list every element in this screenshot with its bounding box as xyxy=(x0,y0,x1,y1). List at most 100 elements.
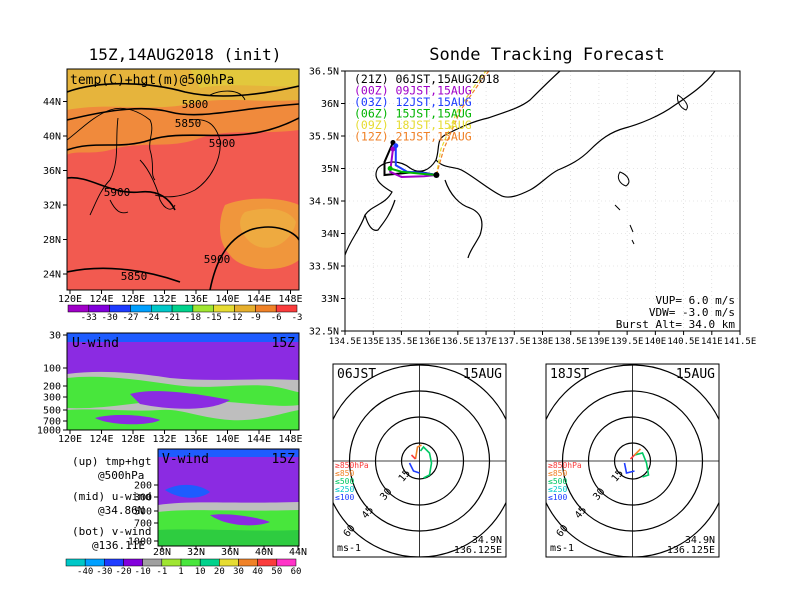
track-line xyxy=(435,71,487,176)
tick-label: 140E xyxy=(645,337,667,347)
colorbar-label: -21 xyxy=(164,313,180,323)
tick-label: 138.5E xyxy=(554,337,587,347)
tick-label: 40N xyxy=(255,547,273,558)
colorbar-cell xyxy=(142,558,163,567)
tick-label: 124E xyxy=(89,434,113,445)
annotation-vdw: VDW= -3.0 m/s xyxy=(649,306,735,319)
tick-label: 148E xyxy=(278,294,302,305)
tick-label: 132E xyxy=(152,434,176,445)
colorbar-label: -33 xyxy=(81,313,97,323)
colorbar-label: -18 xyxy=(185,313,201,323)
hodograph-date: 15AUG xyxy=(676,367,715,382)
tick-label: 28N xyxy=(153,547,171,558)
colorbar-label: -20 xyxy=(115,567,131,577)
note-line: (bot) v-wind xyxy=(72,525,151,538)
colorbar-label: 20 xyxy=(214,567,225,577)
tick-label: 500 xyxy=(43,406,61,417)
colorbar-cell xyxy=(161,558,182,567)
legend-entry: (00Z) 09JST,15AUG xyxy=(354,84,472,98)
hodograph-legend: ≤500 xyxy=(548,477,567,486)
temp-warm-core xyxy=(240,208,296,248)
colorbar-label: -3 xyxy=(292,313,303,323)
hodograph-legend: ≤250 xyxy=(335,485,354,494)
tick-label: 33.5N xyxy=(309,262,339,273)
colorbar-cell xyxy=(123,558,143,567)
tick-label: 120E xyxy=(58,294,82,305)
track-endpoint xyxy=(390,140,396,145)
tick-label: 700 xyxy=(134,519,152,530)
legend-entry: (21Z) 06JST,15AUG2018 xyxy=(354,72,499,86)
legend-entry: (06Z) 15JST,15AUG xyxy=(354,107,472,121)
note-line: (mid) u-wind xyxy=(72,490,151,503)
u-wind-x-ticks: 120E 124E 128E 132E 136E 140E 144E 148E xyxy=(58,430,303,445)
u-wind-purple-core xyxy=(130,391,230,409)
tick-label: 136E xyxy=(184,434,208,445)
colorbar-cell xyxy=(84,558,105,567)
temp-map-panel: 15Z,14AUG2018 (init) temp(C)+hgt(m)@500h… xyxy=(43,45,303,323)
colorbar-label: -12 xyxy=(226,313,242,323)
v-wind-title: V-wind xyxy=(162,452,209,467)
colorbar-label: -6 xyxy=(271,313,282,323)
tick-label: 33N xyxy=(321,294,339,305)
temp-map-subtitle: temp(C)+hgt(m)@500hPa xyxy=(70,73,234,88)
colorbar-cell xyxy=(104,558,124,567)
tick-label: 120E xyxy=(58,434,82,445)
v-wind-time: 15Z xyxy=(272,452,296,467)
tick-label: 44N xyxy=(43,97,61,108)
v-wind-blue-band xyxy=(158,449,299,457)
colorbar-cell xyxy=(255,304,277,313)
tick-label: 144E xyxy=(247,294,271,305)
colorbar-cell xyxy=(130,304,152,313)
colorbar-label: -1 xyxy=(156,567,167,577)
tick-label: 35.5N xyxy=(309,132,339,143)
track-endpoint xyxy=(390,146,396,152)
hodograph-date: 15AUG xyxy=(463,367,502,382)
tick-label: 136E xyxy=(184,294,208,305)
hodograph-legend: ≤100 xyxy=(548,493,567,502)
tick-label: 135E xyxy=(362,337,384,347)
tick-label: 140.5E xyxy=(667,337,700,347)
tick-label: 144E xyxy=(247,434,271,445)
v-wind-blue-core xyxy=(165,484,210,498)
tick-label: 100 xyxy=(43,364,61,375)
tick-label: 24N xyxy=(43,270,61,281)
note-line: @500hPa xyxy=(98,469,144,482)
track-x-ticks: 134.5E 135E 135.5E 136E 136.5E 137E 137.5E 138E… xyxy=(329,331,757,347)
u-wind-panel: U-wind 15Z 120E 124E 128E 132E 136E 140E 144E 1… xyxy=(37,331,303,446)
track-map-panel: Sonde Tracking Forecast (21Z) 06JST,15AU… xyxy=(309,45,756,347)
contour-labels: 5800 5850 5900 5900 5900 5850 xyxy=(104,98,236,283)
tick-label: 135.5E xyxy=(385,337,418,347)
tick-label: 34N xyxy=(321,229,339,240)
colorbar-label: 1 xyxy=(178,567,183,577)
tick-label: 138E xyxy=(532,337,554,347)
colorbar-cell xyxy=(192,304,214,313)
tick-label: 140E xyxy=(215,434,239,445)
tick-label: 141.5E xyxy=(724,337,757,347)
tick-label: 128E xyxy=(121,294,145,305)
tick-label: 40N xyxy=(43,132,61,143)
temp-north-band xyxy=(190,69,299,88)
colorbar-cell xyxy=(199,558,220,567)
u-wind-purple-low xyxy=(95,414,160,425)
track-line xyxy=(389,148,437,178)
colorbar-label: -40 xyxy=(77,567,93,577)
launch-point xyxy=(433,172,440,178)
colorbar-cell xyxy=(151,304,173,313)
colorbar-cell xyxy=(171,304,194,313)
v-wind-purple-low xyxy=(210,514,270,526)
contour-label: 5800 xyxy=(182,98,209,111)
tick-label: 139.5E xyxy=(611,337,644,347)
u-wind-green-low xyxy=(67,409,299,430)
colorbar-cell xyxy=(276,558,297,567)
coastline xyxy=(67,90,246,216)
tick-label: 128E xyxy=(121,434,145,445)
colorbar-cell xyxy=(238,558,258,567)
colorbar-cell xyxy=(88,304,110,313)
hodograph-title: 18JST xyxy=(550,367,589,382)
contour-label: 5900 xyxy=(204,253,231,266)
tick-label: 124E xyxy=(89,294,113,305)
tick-label: 35N xyxy=(321,164,339,175)
tick-label: 141E xyxy=(701,337,723,347)
